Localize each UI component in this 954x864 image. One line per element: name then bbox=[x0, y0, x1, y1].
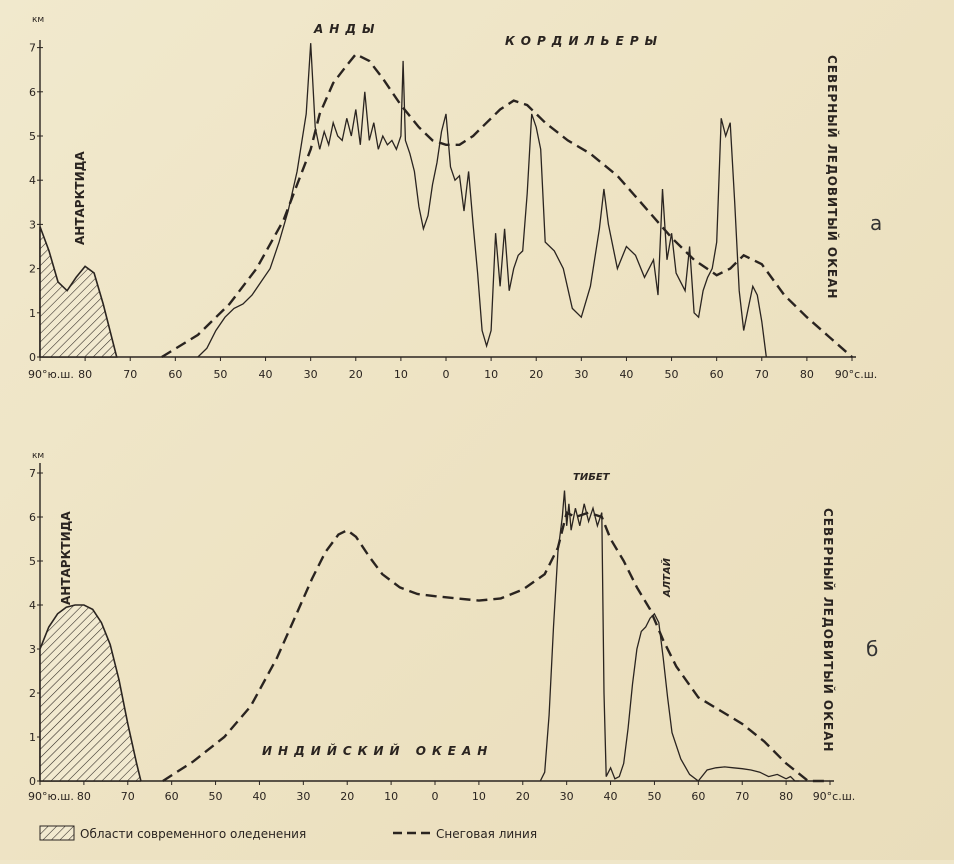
x-tick-label: 80 bbox=[78, 368, 92, 381]
label-arctic-b: СЕВЕРНЫЙ ЛЕДОВИТЫЙ ОКЕАН bbox=[821, 508, 836, 752]
x-tick-label: 50 bbox=[209, 790, 223, 803]
x-tick-label: 10 bbox=[472, 790, 486, 803]
label-andes: АНДЫ bbox=[313, 22, 380, 36]
glaciation-area-a bbox=[39, 226, 118, 358]
x-tick-label: 70 bbox=[123, 368, 137, 381]
label-arctic-a: СЕВЕРНЫЙ ЛЕДОВИТЫЙ ОКЕАН bbox=[825, 55, 840, 299]
y-tick-label: 6 bbox=[29, 86, 36, 99]
x-tick-label: 20 bbox=[340, 790, 354, 803]
y-tick-label: 7 bbox=[29, 467, 36, 480]
x-tick-label: 50 bbox=[213, 368, 227, 381]
label-altai: АЛТАЙ bbox=[660, 557, 673, 598]
panel-letter-a: а bbox=[870, 211, 882, 235]
label-cordillera: КОРДИЛЬЕРЫ bbox=[505, 34, 663, 48]
y-tick-label: 1 bbox=[29, 731, 36, 744]
relief-line-б bbox=[539, 490, 800, 782]
snowline-point bbox=[588, 512, 589, 513]
x-tick-label: 20 bbox=[529, 368, 543, 381]
x-tick-label: 10 bbox=[394, 368, 408, 381]
legend-glaciation-label: Области современного оледенения bbox=[80, 827, 306, 841]
y-tick-label: 6 bbox=[29, 511, 36, 524]
y-tick-label: 4 bbox=[29, 599, 36, 612]
y-tick-label: 0 bbox=[29, 351, 36, 364]
glaciation-area-б bbox=[39, 604, 142, 782]
x-tick-label: 90°ю.ш. bbox=[28, 368, 74, 381]
x-tick-label: 90°с.ш. bbox=[835, 368, 878, 381]
snowline-point bbox=[590, 153, 591, 154]
y-tick-label: 2 bbox=[29, 687, 36, 700]
x-tick-label: 60 bbox=[691, 790, 705, 803]
y-tick-label: 0 bbox=[29, 775, 36, 788]
label-antarctica-a: АНТАРКТИДА bbox=[73, 151, 87, 245]
snowline-б bbox=[162, 510, 830, 783]
x-tick-label: 30 bbox=[560, 790, 574, 803]
snowline-point bbox=[523, 589, 524, 590]
relief-line-a bbox=[197, 43, 767, 358]
snowline-point bbox=[545, 122, 546, 123]
y-unit-label: км bbox=[32, 451, 44, 461]
x-tick-label: 30 bbox=[296, 790, 310, 803]
y-unit-label: км bbox=[32, 15, 44, 25]
legend-glaciation-swatch bbox=[39, 825, 75, 841]
x-tick-label: 90°ю.ш. bbox=[28, 790, 74, 803]
x-tick-label: 70 bbox=[121, 790, 135, 803]
y-tick-label: 4 bbox=[29, 174, 36, 187]
snowline-point bbox=[369, 556, 370, 557]
snowline-point bbox=[283, 220, 284, 221]
snowline-point bbox=[347, 65, 348, 66]
y-tick-label: 3 bbox=[29, 643, 36, 656]
snowline-point bbox=[356, 54, 357, 55]
y-tick-label: 5 bbox=[29, 555, 36, 568]
snowline-point bbox=[325, 552, 326, 553]
x-tick-label: 80 bbox=[779, 790, 793, 803]
snowline-point bbox=[383, 78, 384, 79]
y-tick-label: 5 bbox=[29, 130, 36, 143]
snowline-point bbox=[784, 295, 785, 296]
y-tick-label: 1 bbox=[29, 307, 36, 320]
x-tick-label: 50 bbox=[647, 790, 661, 803]
x-tick-label: 0 bbox=[432, 790, 439, 803]
x-tick-label: 50 bbox=[665, 368, 679, 381]
y-tick-label: 7 bbox=[29, 42, 36, 55]
x-tick-label: 0 bbox=[443, 368, 450, 381]
label-indian-ocean: ИНДИЙСКИЙ ОКЕАН bbox=[262, 743, 493, 758]
x-tick-label: 60 bbox=[168, 368, 182, 381]
x-tick-label: 80 bbox=[77, 790, 91, 803]
x-tick-label: 10 bbox=[384, 790, 398, 803]
snowline-a bbox=[161, 52, 853, 359]
snowline-point bbox=[610, 539, 611, 540]
snowline-point bbox=[401, 105, 402, 106]
x-tick-label: 70 bbox=[735, 790, 749, 803]
x-tick-label: 40 bbox=[259, 368, 273, 381]
x-tick-label: 20 bbox=[516, 790, 530, 803]
x-tick-label: 60 bbox=[165, 790, 179, 803]
snowline-point bbox=[457, 598, 458, 599]
legend-snowline-label: Снеговая линия bbox=[436, 827, 537, 841]
x-tick-label: 30 bbox=[304, 368, 318, 381]
x-tick-label: 60 bbox=[710, 368, 724, 381]
x-tick-label: 70 bbox=[755, 368, 769, 381]
x-tick-label: 20 bbox=[349, 368, 363, 381]
snowline-point bbox=[347, 530, 348, 531]
x-tick-label: 40 bbox=[604, 790, 618, 803]
panel-letter-b: б bbox=[866, 637, 878, 661]
x-tick-label: 80 bbox=[800, 368, 814, 381]
x-tick-label: 40 bbox=[252, 790, 266, 803]
y-tick-label: 3 bbox=[29, 218, 36, 231]
x-tick-label: 30 bbox=[574, 368, 588, 381]
x-tick-label: 40 bbox=[619, 368, 633, 381]
snowline-point bbox=[575, 517, 576, 518]
snowline-point bbox=[250, 706, 251, 707]
x-tick-label: 90°с.ш. bbox=[813, 790, 856, 803]
snowline-point bbox=[256, 268, 257, 269]
label-antarctica-b: АНТАРКТИДА bbox=[59, 511, 73, 605]
x-tick-label: 10 bbox=[484, 368, 498, 381]
label-tibet: ТИБЕТ bbox=[573, 472, 611, 483]
snowline-point bbox=[617, 176, 618, 177]
y-tick-label: 2 bbox=[29, 263, 36, 276]
